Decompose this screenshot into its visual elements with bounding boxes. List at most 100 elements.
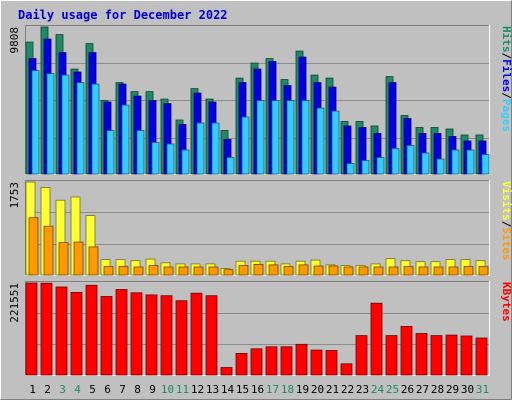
- bar-sites-day-12: [193, 266, 204, 276]
- bar-pages-day-12: [196, 122, 205, 175]
- bar-sites-day-9: [148, 265, 159, 276]
- bar-sites-day-18: [283, 266, 294, 276]
- legend-item: Hits: [500, 26, 512, 53]
- bar-sites-day-23: [358, 266, 369, 276]
- day-label-27: 27: [416, 383, 429, 396]
- bar-pages-day-21: [331, 110, 340, 175]
- bar-pages-day-27: [421, 152, 430, 175]
- day-label-20: 20: [311, 383, 324, 396]
- bar-sites-day-29: [448, 266, 459, 276]
- bar-sites-day-31: [478, 266, 489, 276]
- bar-kbytes-day-8: [130, 292, 143, 376]
- day-label-8: 8: [134, 383, 141, 396]
- bar-sites-day-11: [178, 266, 189, 276]
- bar-sites-day-27: [418, 266, 429, 276]
- bar-kbytes-day-15: [235, 352, 248, 376]
- day-label-12: 12: [191, 383, 204, 396]
- day-label-14: 14: [221, 383, 235, 396]
- bar-pages-day-25: [391, 148, 400, 175]
- bar-pages-day-20: [316, 107, 325, 175]
- series-sites: [28, 217, 489, 276]
- bar-pages-day-5: [91, 83, 100, 175]
- chart-title: Daily usage for December 2022: [18, 8, 228, 22]
- legend-item: /: [500, 92, 512, 99]
- bar-pages-day-26: [406, 145, 415, 175]
- bar-kbytes-day-6: [100, 296, 113, 376]
- day-label-28: 28: [431, 383, 444, 396]
- bar-kbytes-day-3: [55, 286, 68, 376]
- bar-pages-day-28: [436, 158, 445, 175]
- bar-sites-day-17: [268, 264, 279, 276]
- legend-item: /: [500, 53, 512, 60]
- bar-kbytes-day-9: [145, 294, 158, 376]
- bar-kbytes-day-26: [400, 325, 413, 376]
- bar-sites-day-24: [373, 266, 384, 276]
- day-label-11: 11: [176, 383, 189, 396]
- bar-kbytes-day-4: [70, 291, 83, 376]
- legend-item: Visits: [500, 181, 512, 221]
- bar-sites-day-4: [73, 241, 84, 276]
- bar-kbytes-day-5: [85, 284, 98, 376]
- day-label-24: 24: [371, 383, 385, 396]
- bar-kbytes-day-19: [295, 343, 308, 376]
- bar-pages-day-8: [136, 130, 145, 175]
- bar-pages-day-19: [301, 100, 310, 175]
- day-label-17: 17: [266, 383, 279, 396]
- legend-item: /: [500, 221, 512, 228]
- bar-pages-day-3: [61, 74, 70, 175]
- bar-kbytes-day-28: [430, 335, 443, 376]
- legend-item: Files: [500, 59, 512, 92]
- bar-pages-day-24: [376, 157, 385, 175]
- series-kbytes: [25, 282, 488, 376]
- bar-sites-day-1: [28, 217, 39, 276]
- bar-kbytes-day-23: [355, 335, 368, 376]
- bar-sites-day-16: [253, 263, 264, 276]
- bar-kbytes-day-27: [415, 333, 428, 376]
- bar-pages-day-16: [256, 100, 265, 175]
- day-label-1: 1: [29, 383, 36, 396]
- day-label-23: 23: [356, 383, 369, 396]
- legend-item: Pages: [500, 99, 512, 132]
- bar-sites-day-7: [118, 266, 129, 276]
- day-label-29: 29: [446, 383, 459, 396]
- bar-sites-day-14: [223, 269, 234, 276]
- day-label-19: 19: [296, 383, 309, 396]
- bar-kbytes-day-10: [160, 295, 173, 376]
- bar-pages-day-15: [241, 116, 250, 175]
- day-label-2: 2: [44, 383, 51, 396]
- bar-sites-day-13: [208, 266, 219, 276]
- legend-kbytes: KBytes: [500, 282, 512, 322]
- bar-sites-day-6: [103, 266, 114, 276]
- bar-kbytes-day-7: [115, 289, 128, 376]
- legend-hits-files-pages: Hits/Files/Pages: [500, 26, 512, 132]
- bar-pages-day-14: [226, 157, 235, 175]
- day-label-4: 4: [74, 383, 81, 396]
- day-label-3: 3: [59, 383, 66, 396]
- bar-kbytes-day-31: [475, 337, 488, 376]
- day-label-31: 31: [476, 383, 489, 396]
- bar-kbytes-day-24: [370, 302, 383, 376]
- bar-pages-day-10: [166, 143, 175, 175]
- bar-pages-day-13: [211, 122, 220, 175]
- legend-item: KBytes: [500, 282, 512, 322]
- bar-kbytes-day-22: [340, 363, 353, 376]
- bar-sites-day-8: [133, 266, 144, 276]
- bar-kbytes-day-20: [310, 349, 323, 376]
- max-value-label: 9808: [8, 27, 21, 54]
- bar-pages-day-2: [46, 73, 55, 175]
- bar-sites-day-3: [58, 242, 69, 276]
- day-label-22: 22: [341, 383, 354, 396]
- bar-kbytes-day-2: [40, 282, 53, 376]
- day-label-26: 26: [401, 383, 414, 396]
- bar-pages-day-18: [286, 100, 295, 175]
- bar-kbytes-day-12: [190, 292, 203, 376]
- day-axis-labels: 1 2 3 4 5 6 7 8 9 10 11 12 13 14 15 16 17 18 19 20 21 22 23 24 2…: [29, 383, 489, 396]
- bar-sites-day-26: [403, 266, 414, 276]
- bar-sites-day-19: [298, 264, 309, 276]
- bar-kbytes-day-25: [385, 335, 398, 376]
- bar-kbytes-day-1: [25, 282, 38, 376]
- bar-sites-day-5: [88, 246, 99, 276]
- day-label-15: 15: [236, 383, 249, 396]
- day-label-13: 13: [206, 383, 219, 396]
- bar-sites-day-25: [388, 266, 399, 276]
